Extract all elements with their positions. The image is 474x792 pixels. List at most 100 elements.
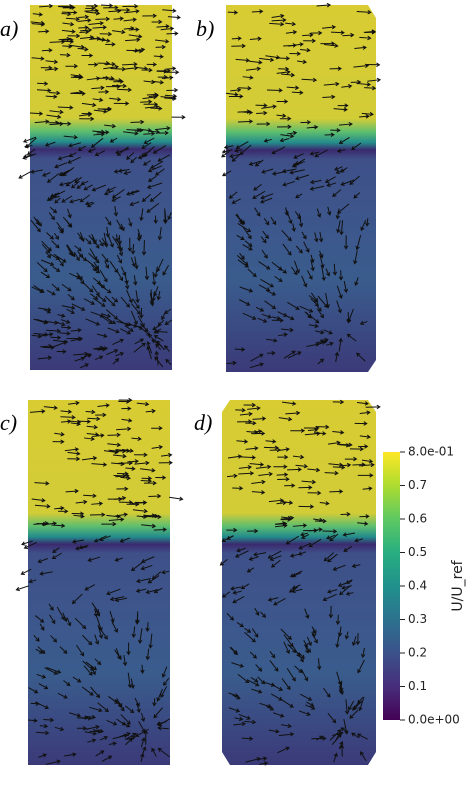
arrow	[154, 350, 159, 366]
arrow	[82, 634, 93, 646]
arrow	[72, 676, 82, 683]
arrow	[332, 430, 345, 435]
arrow	[298, 710, 311, 717]
arrow	[125, 737, 133, 746]
arrow	[237, 259, 249, 268]
arrow	[89, 706, 103, 713]
arrow	[57, 692, 68, 699]
arrow	[349, 709, 359, 719]
arrow	[244, 631, 256, 643]
arrow	[66, 308, 75, 314]
arrow	[253, 552, 267, 557]
arrow	[76, 182, 85, 189]
arrow	[161, 666, 168, 678]
arrow	[54, 197, 61, 204]
arrow	[251, 688, 263, 694]
arrow	[301, 479, 317, 485]
arrow	[134, 256, 139, 270]
arrow	[84, 8, 99, 13]
arrow	[284, 483, 296, 488]
arrow	[334, 166, 343, 171]
arrow	[98, 38, 111, 43]
arrow	[157, 227, 163, 241]
arrow	[65, 63, 79, 69]
arrow	[299, 693, 313, 701]
arrow	[310, 259, 315, 272]
arrow	[244, 240, 253, 247]
arrow	[71, 593, 83, 605]
arrow	[324, 132, 335, 138]
arrow	[40, 259, 55, 267]
arrow	[64, 752, 77, 757]
arrow	[287, 351, 302, 359]
arrow	[326, 589, 338, 594]
arrow	[158, 130, 169, 136]
arrow	[112, 733, 129, 740]
arrow	[71, 511, 85, 516]
arrow	[131, 303, 141, 315]
arrow	[82, 282, 94, 293]
arrow	[316, 208, 322, 218]
arrow	[330, 128, 341, 133]
arrow	[336, 285, 343, 299]
arrow	[282, 243, 292, 256]
arrow	[52, 439, 65, 444]
arrow	[157, 747, 170, 758]
arrow	[119, 500, 134, 505]
arrow	[353, 63, 370, 69]
vector-arrows	[15, 2, 382, 766]
arrow	[30, 20, 45, 26]
arrow	[275, 56, 291, 61]
arrow	[124, 325, 134, 332]
arrow	[95, 750, 105, 757]
arrow	[351, 563, 361, 569]
arrow	[301, 231, 307, 240]
arrow	[310, 30, 323, 36]
arrow	[255, 464, 272, 470]
arrow	[251, 479, 266, 485]
arrow	[120, 328, 132, 335]
arrow	[254, 159, 264, 167]
arrow	[160, 686, 168, 699]
arrow	[283, 43, 297, 48]
arrow	[277, 266, 288, 274]
arrow	[153, 707, 163, 719]
arrow	[231, 36, 242, 41]
arrow	[94, 355, 104, 361]
arrow	[87, 416, 101, 422]
arrow	[134, 728, 149, 737]
arrow	[106, 719, 118, 726]
arrow	[338, 682, 344, 694]
arrow	[66, 617, 72, 627]
arrow	[285, 410, 301, 416]
arrow	[336, 220, 341, 234]
arrow	[280, 133, 295, 139]
arrow	[341, 84, 353, 89]
arrow	[36, 673, 47, 679]
arrow	[45, 94, 58, 99]
arrow	[250, 676, 259, 683]
arrow	[271, 318, 284, 323]
arrow	[120, 475, 131, 481]
arrow	[39, 723, 49, 729]
arrow	[280, 628, 292, 640]
arrow	[45, 59, 59, 65]
arrow	[286, 130, 298, 136]
arrow	[287, 301, 300, 310]
arrow	[111, 188, 125, 199]
arrow	[276, 472, 289, 477]
arrow	[37, 81, 49, 86]
arrow	[157, 319, 165, 327]
arrow	[307, 490, 322, 496]
arrow	[323, 687, 331, 698]
arrow	[360, 751, 367, 762]
arrow	[91, 184, 107, 192]
arrow	[51, 283, 60, 292]
arrow	[299, 305, 314, 313]
arrow	[328, 462, 344, 468]
arrow	[103, 5, 119, 10]
arrow	[160, 95, 177, 100]
arrow	[358, 444, 369, 449]
arrow	[151, 291, 156, 302]
arrow	[222, 170, 232, 177]
